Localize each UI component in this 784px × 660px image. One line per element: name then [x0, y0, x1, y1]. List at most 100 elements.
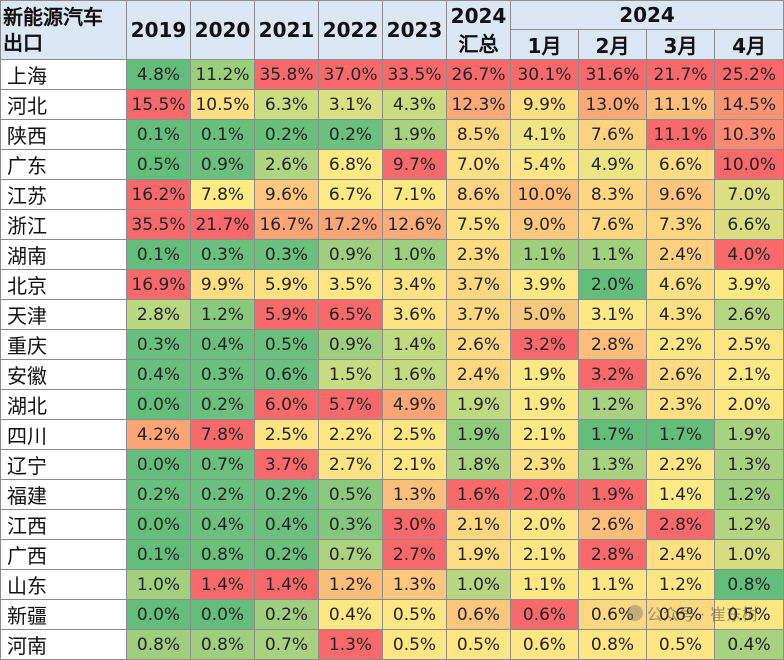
- value-cell: 2.0%: [510, 509, 579, 540]
- table-row: 山东 1.0% 1.4% 1.4% 1.2% 1.3% 1.0% 1.1% 1.1% 1.2% 0.…: [0, 569, 784, 600]
- value-cell: 4.3%: [646, 299, 715, 330]
- value-cell: 0.0%: [190, 599, 255, 630]
- value-cell: 0.4%: [713, 629, 784, 660]
- province-cell: 江西: [0, 509, 127, 540]
- province-cell: 浙江: [0, 209, 127, 240]
- value-cell: 11.1%: [646, 119, 715, 150]
- table-row: 辽宁 0.0% 0.7% 3.7% 2.7% 2.1% 1.8% 2.3% 1.3% 2.2% 1.…: [0, 449, 784, 480]
- province-cell: 福建: [0, 479, 127, 510]
- value-cell: 0.4%: [190, 329, 255, 360]
- value-cell: 35.8%: [254, 59, 319, 90]
- value-cell: 4.0%: [713, 239, 784, 270]
- value-cell: 5.4%: [510, 149, 579, 180]
- value-cell: 2.1%: [446, 509, 511, 540]
- table-body: 上海 4.8% 11.2% 35.8% 37.0% 33.5% 26.7% 30.1% 31.6…: [0, 59, 784, 660]
- province-cell: 新疆: [0, 599, 127, 630]
- month-header: 4月: [713, 29, 784, 60]
- value-cell: 6.8%: [318, 149, 383, 180]
- value-cell: 1.1%: [578, 569, 647, 600]
- value-cell: 0.8%: [126, 629, 191, 660]
- value-cell: 3.0%: [382, 509, 447, 540]
- value-cell: 1.7%: [646, 419, 715, 450]
- total-header: 2024 汇总: [446, 0, 511, 60]
- year-header: 2022: [318, 0, 383, 60]
- value-cell: 2.6%: [578, 509, 647, 540]
- value-cell: 0.1%: [190, 119, 255, 150]
- value-cell: 0.3%: [254, 239, 319, 270]
- year-header: 2019: [126, 0, 191, 60]
- value-cell: 0.0%: [126, 449, 191, 480]
- table-row: 江西 0.0% 0.4% 0.4% 0.3% 3.0% 2.1% 2.0% 2.6% 2.8% 1.…: [0, 509, 784, 540]
- value-cell: 0.0%: [126, 599, 191, 630]
- table-row: 湖南 0.1% 0.3% 0.3% 0.9% 1.0% 2.3% 1.1% 1.1% 2.4% 4.…: [0, 239, 784, 270]
- value-cell: 1.0%: [713, 539, 784, 570]
- value-cell: 1.4%: [190, 569, 255, 600]
- value-cell: 0.5%: [713, 599, 784, 630]
- province-cell: 山东: [0, 569, 127, 600]
- value-cell: 2.3%: [446, 239, 511, 270]
- value-cell: 21.7%: [190, 209, 255, 240]
- value-cell: 0.3%: [126, 329, 191, 360]
- value-cell: 17.2%: [318, 209, 383, 240]
- value-cell: 3.6%: [382, 299, 447, 330]
- value-cell: 1.1%: [510, 239, 579, 270]
- value-cell: 16.2%: [126, 179, 191, 210]
- value-cell: 3.4%: [382, 269, 447, 300]
- value-cell: 0.2%: [318, 119, 383, 150]
- province-cell: 重庆: [0, 329, 127, 360]
- value-cell: 1.3%: [578, 449, 647, 480]
- header-row-top: 新能源汽车 出口 2019 2020 2021 2022 2023 2024 汇…: [0, 0, 784, 60]
- value-cell: 7.8%: [190, 419, 255, 450]
- value-cell: 7.8%: [190, 179, 255, 210]
- value-cell: 7.6%: [578, 119, 647, 150]
- table-row: 天津 2.8% 1.2% 5.9% 6.5% 3.6% 3.7% 5.0% 3.1% 4.3% 2.…: [0, 299, 784, 330]
- value-cell: 1.9%: [382, 119, 447, 150]
- value-cell: 9.6%: [646, 179, 715, 210]
- value-cell: 0.6%: [646, 599, 715, 630]
- value-cell: 11.2%: [190, 59, 255, 90]
- value-cell: 2.1%: [510, 539, 579, 570]
- header-row-months: 1月 2月 3月 4月: [1, 29, 784, 60]
- value-cell: 0.7%: [190, 449, 255, 480]
- value-cell: 37.0%: [318, 59, 383, 90]
- value-cell: 1.3%: [713, 449, 784, 480]
- value-cell: 1.9%: [578, 479, 647, 510]
- value-cell: 10.0%: [510, 179, 579, 210]
- month-header: 3月: [646, 29, 715, 60]
- value-cell: 5.7%: [318, 389, 383, 420]
- year-header: 2023: [382, 0, 447, 60]
- value-cell: 10.5%: [190, 89, 255, 120]
- province-cell: 广东: [0, 149, 127, 180]
- value-cell: 6.6%: [713, 209, 784, 240]
- value-cell: 2.1%: [510, 419, 579, 450]
- value-cell: 0.2%: [254, 599, 319, 630]
- province-cell: 湖北: [0, 389, 127, 420]
- value-cell: 0.5%: [126, 149, 191, 180]
- value-cell: 8.6%: [446, 179, 511, 210]
- table-row: 重庆 0.3% 0.4% 0.5% 0.9% 1.4% 2.6% 3.2% 2.8% 2.2% 2.…: [0, 329, 784, 360]
- value-cell: 9.9%: [190, 269, 255, 300]
- value-cell: 3.7%: [254, 449, 319, 480]
- value-cell: 4.1%: [510, 119, 579, 150]
- year-header: 2020: [190, 0, 255, 60]
- value-cell: 1.3%: [382, 569, 447, 600]
- value-cell: 0.5%: [318, 479, 383, 510]
- value-cell: 26.7%: [446, 59, 511, 90]
- value-cell: 30.1%: [510, 59, 579, 90]
- value-cell: 7.0%: [713, 179, 784, 210]
- value-cell: 12.3%: [446, 89, 511, 120]
- value-cell: 0.9%: [318, 239, 383, 270]
- value-cell: 10.3%: [713, 119, 784, 150]
- value-cell: 3.7%: [446, 299, 511, 330]
- value-cell: 2.0%: [510, 479, 579, 510]
- province-cell: 四川: [0, 419, 127, 450]
- value-cell: 1.0%: [382, 239, 447, 270]
- table-row: 陕西 0.1% 0.1% 0.2% 0.2% 1.9% 8.5% 4.1% 7.6% 11.1% 1…: [0, 119, 784, 150]
- value-cell: 7.3%: [646, 209, 715, 240]
- value-cell: 35.5%: [126, 209, 191, 240]
- value-cell: 1.2%: [578, 389, 647, 420]
- value-cell: 0.6%: [254, 359, 319, 390]
- value-cell: 3.7%: [446, 269, 511, 300]
- value-cell: 7.5%: [446, 209, 511, 240]
- value-cell: 0.5%: [446, 629, 511, 660]
